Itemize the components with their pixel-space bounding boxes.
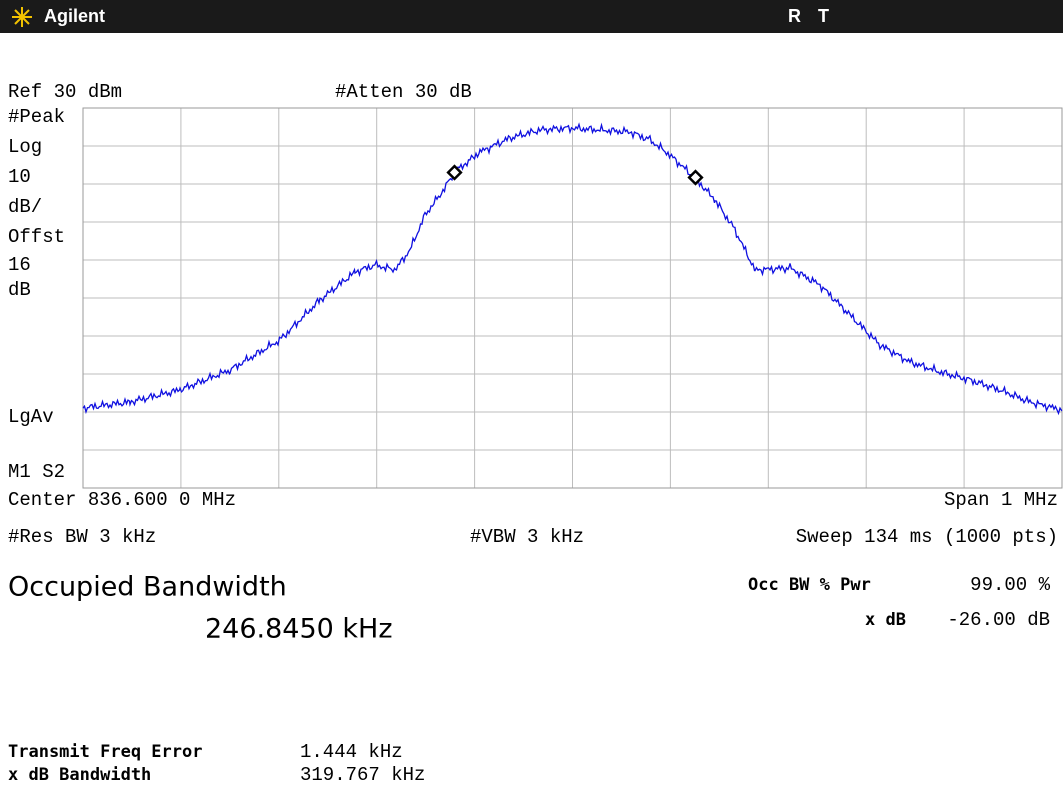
side-label: dB/	[8, 196, 42, 218]
grid	[83, 108, 1062, 488]
xdb-value: -26.00 dB	[947, 609, 1050, 631]
attenuation: #Atten 30 dB	[335, 81, 472, 103]
side-label: Log	[8, 136, 42, 158]
header-bar	[0, 0, 1063, 33]
side-label: 16	[8, 254, 31, 276]
side-labels: #Peak Log 10 dB/Offst 16 dB LgAv M1 S2	[8, 106, 65, 483]
status-r: R	[788, 6, 801, 26]
detail-label: x dB Bandwidth	[8, 765, 151, 785]
span: Span 1 MHz	[944, 489, 1058, 511]
side-label: LgAv	[8, 406, 54, 428]
side-label: M1 S2	[8, 461, 65, 483]
graticule-frame	[82, 107, 1063, 489]
detail-value: 319.767 kHz	[300, 764, 425, 786]
detail-value: 1.444 kHz	[300, 741, 403, 763]
sweep: Sweep 134 ms (1000 pts)	[796, 526, 1058, 548]
trace	[82, 122, 1063, 416]
xdb-label: x dB	[865, 610, 906, 630]
logo	[12, 7, 32, 27]
vbw: #VBW 3 kHz	[470, 526, 584, 548]
brand: Agilent	[44, 6, 105, 26]
marker	[687, 169, 704, 186]
status-t: T	[818, 6, 829, 26]
side-label: #Peak	[8, 106, 65, 128]
detail-label: Transmit Freq Error	[8, 742, 202, 762]
center-freq: Center 836.600 0 MHz	[8, 489, 236, 511]
result-title: Occupied Bandwidth	[8, 572, 287, 603]
res-bw: #Res BW 3 kHz	[8, 526, 156, 548]
side-label: Offst	[8, 226, 65, 248]
result-value: 246.8450 kHz	[205, 614, 393, 645]
occ-value: 99.00 %	[970, 574, 1050, 596]
occ-label: Occ BW % Pwr	[748, 575, 871, 595]
side-label: dB	[8, 279, 31, 301]
marker	[446, 164, 463, 181]
side-label: 10	[8, 166, 31, 188]
ref-level: Ref 30 dBm	[8, 81, 122, 103]
